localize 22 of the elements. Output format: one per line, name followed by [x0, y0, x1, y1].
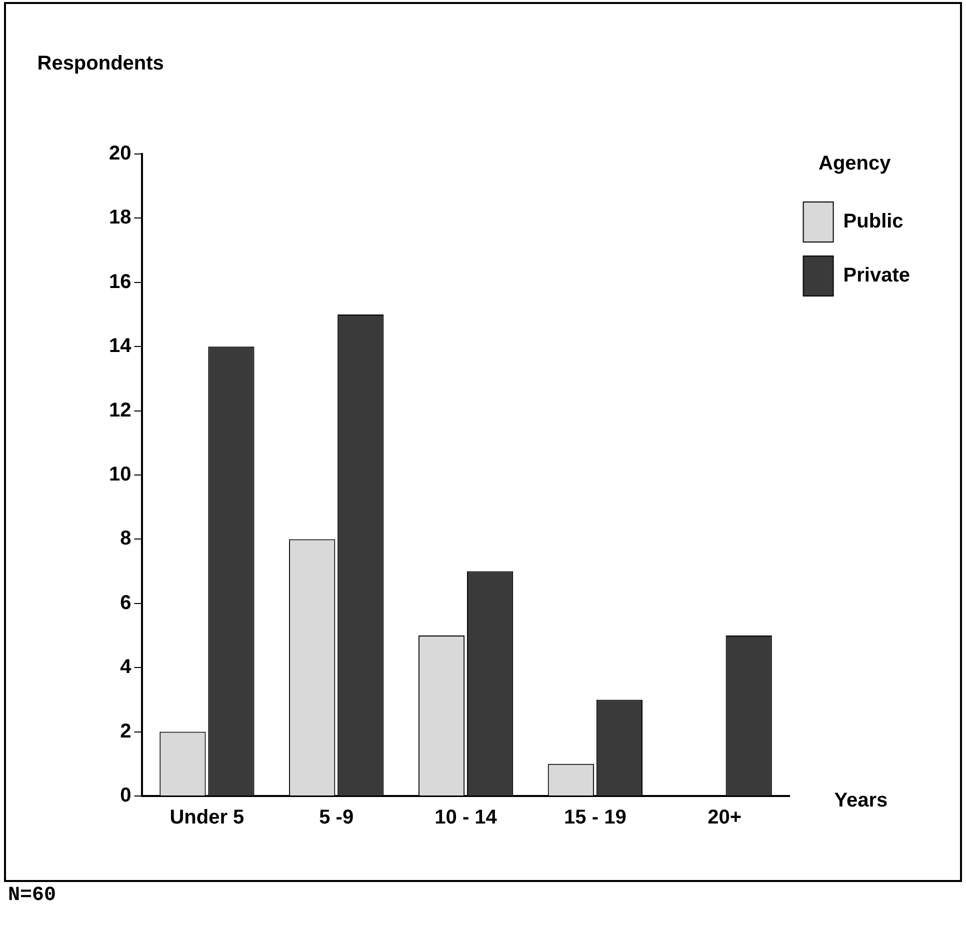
y-tick-label: 16	[108, 270, 132, 293]
y-tick-label: 10	[108, 464, 132, 486]
y-tick-label: 12	[108, 399, 132, 422]
x-tick-label: Under 5	[170, 806, 244, 829]
y-tick-label: 8	[120, 528, 132, 550]
y-tick-label: 0	[120, 784, 132, 807]
x-tick-label: 10 - 14	[434, 806, 498, 829]
x-axis-title: Years	[834, 790, 888, 812]
y-tick-label: 4	[120, 656, 132, 678]
legend-label: Private	[843, 264, 910, 287]
x-tick-label: 5 -9	[319, 806, 354, 829]
legend-label: Public	[843, 210, 904, 233]
x-tick-label: 20+	[708, 806, 742, 829]
y-tick-label: 18	[108, 206, 132, 229]
y-axis-title: Respondents	[37, 52, 164, 75]
text: N=60	[8, 884, 56, 907]
y-tick-label: 14	[108, 335, 132, 358]
y-tick-label: 6	[120, 592, 132, 614]
legend-title: Agency	[818, 152, 892, 175]
x-tick-label: 15 - 19	[564, 806, 626, 829]
y-tick-label: 2	[120, 720, 132, 742]
y-tick-label: 20	[108, 142, 132, 165]
